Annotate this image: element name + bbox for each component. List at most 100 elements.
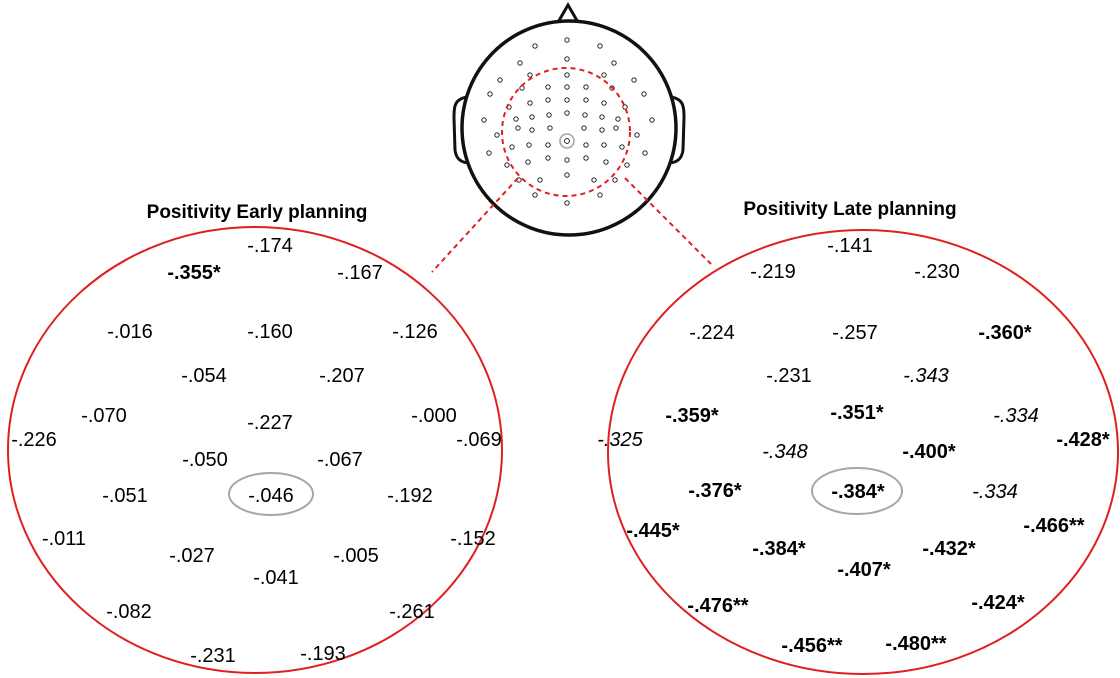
- right-panel-title: Positivity Late planning: [743, 199, 956, 220]
- electrode-dot: [547, 125, 553, 131]
- nose: [555, 2, 581, 25]
- electrode-dot: [597, 43, 603, 49]
- right-value: -.400*: [902, 441, 956, 463]
- electrode-dot: [599, 127, 605, 133]
- right-value: -.384*: [831, 481, 885, 503]
- electrode-dot: [487, 91, 493, 97]
- right-value: -.376*: [688, 480, 742, 502]
- electrode-dot: [532, 43, 538, 49]
- right-value: -.476**: [687, 595, 748, 617]
- electrode-dot: [481, 117, 487, 123]
- electrode-dot: [545, 155, 551, 161]
- head-diagram: [452, 2, 686, 237]
- electrode-dot: [525, 159, 531, 165]
- electrode-dot: [582, 112, 588, 118]
- electrode-dot: [642, 150, 648, 156]
- left-value: -.261: [389, 601, 435, 623]
- left-value: -.226: [11, 429, 57, 451]
- electrode-dot: [527, 100, 533, 106]
- right-value: -.445*: [626, 520, 680, 542]
- electrode-dot: [601, 142, 607, 148]
- left-value: -.016: [107, 321, 153, 343]
- left-value: -.070: [81, 405, 127, 427]
- electrode-dot: [546, 112, 552, 118]
- electrode-dot: [564, 56, 570, 62]
- electrode-dot: [612, 177, 618, 183]
- right-value: -.428*: [1056, 429, 1110, 451]
- electrode-dot: [583, 97, 589, 103]
- right-value: -.334: [972, 481, 1018, 503]
- right-value: -.351*: [830, 402, 884, 424]
- electrode-dot: [611, 60, 617, 66]
- electrode-dot: [601, 100, 607, 106]
- electrode-dot: [597, 192, 603, 198]
- left-value: -.041: [253, 567, 299, 589]
- left-value: -.050: [182, 449, 228, 471]
- electrode-dot: [603, 159, 609, 165]
- left-value: -.152: [450, 528, 496, 550]
- left-center-marker: [228, 472, 314, 516]
- left-value: -.207: [319, 365, 365, 387]
- right-value: -.224: [689, 322, 735, 344]
- right-value: -.407*: [837, 559, 891, 581]
- left-value: -.011: [42, 528, 86, 550]
- electrode-dot: [497, 77, 503, 83]
- right-value: -.230: [914, 261, 960, 283]
- electrode-dot: [545, 84, 551, 90]
- left-value: -.126: [392, 321, 438, 343]
- right-value: -.219: [750, 261, 796, 283]
- center-electrode-marker: [559, 133, 575, 149]
- electrode-dot: [583, 142, 589, 148]
- electrode-dot: [564, 138, 570, 144]
- electrode-dot: [527, 72, 533, 78]
- electrode-dot: [609, 85, 615, 91]
- electrode-dot: [641, 91, 647, 97]
- electrode-dot: [613, 125, 619, 131]
- left-value: -.160: [247, 321, 293, 343]
- electrode-dot: [564, 72, 570, 78]
- electrode-dot: [583, 155, 589, 161]
- electrode-dot: [529, 114, 535, 120]
- left-panel-values: -.174 -.355* -.167 -.016 -.160 -.126 -.0…: [11, 235, 502, 667]
- connector-left: [431, 177, 519, 273]
- right-value: -.231: [766, 365, 812, 387]
- electrode-dot: [649, 117, 655, 123]
- left-value: -.000: [411, 405, 457, 427]
- electrode-dot: [517, 60, 523, 66]
- electrode-dot: [615, 116, 621, 122]
- left-value: -.167: [337, 262, 383, 284]
- right-value: -.466**: [1023, 515, 1084, 537]
- electrode-dot: [624, 162, 630, 168]
- electrode-dot: [583, 84, 589, 90]
- electrode-dot: [591, 177, 597, 183]
- left-value: -.054: [181, 365, 227, 387]
- electrode-dot: [532, 192, 538, 198]
- right-value: -.343: [903, 365, 949, 387]
- electrode-dot: [564, 110, 570, 116]
- right-value: -.360*: [978, 322, 1032, 344]
- left-value: -.082: [106, 601, 152, 623]
- right-value: -.480**: [885, 633, 946, 655]
- left-value: -.027: [169, 545, 215, 567]
- left-value: -.046: [248, 485, 294, 507]
- right-value: -.325: [597, 429, 643, 451]
- electrode-dot: [494, 132, 500, 138]
- left-panel-title: Positivity Early planning: [147, 202, 368, 223]
- electrode-dot: [537, 177, 543, 183]
- electrode-dot: [545, 142, 551, 148]
- electrode-dot: [504, 162, 510, 168]
- left-value: -.051: [102, 485, 148, 507]
- electrode-dot: [599, 114, 605, 120]
- electrode-dot: [564, 97, 570, 103]
- right-panel-ring: [607, 229, 1119, 675]
- electrode-dot: [619, 144, 625, 150]
- right-panel-values: -.141 -.219 -.230 -.224 -.257 -.360* -.2…: [597, 235, 1110, 657]
- right-value: -.257: [832, 322, 878, 344]
- electrode-dot: [564, 157, 570, 163]
- electrode-dot: [545, 97, 551, 103]
- left-value: -.227: [247, 412, 293, 434]
- right-value: -.424*: [971, 592, 1025, 614]
- left-value: -.193: [300, 643, 346, 665]
- electrode-dot: [526, 142, 532, 148]
- right-value: -.456**: [781, 635, 842, 657]
